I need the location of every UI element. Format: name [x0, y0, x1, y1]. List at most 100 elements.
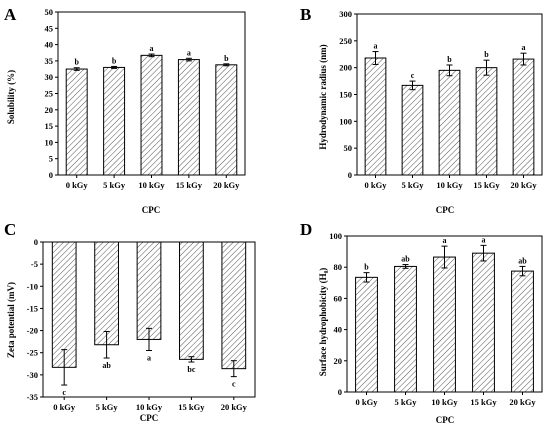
bar	[140, 54, 163, 176]
significance-label: b	[484, 50, 489, 59]
bar	[472, 252, 495, 393]
significance-label: c	[411, 71, 415, 80]
significance-label: c	[232, 380, 236, 389]
y-tick-label: 15	[45, 121, 54, 131]
bar	[221, 241, 247, 370]
bar	[65, 68, 88, 176]
significance-label: bc	[187, 365, 195, 374]
significance-label: a	[150, 44, 154, 53]
y-tick-label: 50	[45, 7, 54, 17]
bar	[512, 58, 535, 176]
panel-letter-c: C	[4, 220, 16, 239]
x-tick-label: 10 kGy	[436, 180, 463, 190]
x-tick-label: 10 kGy	[138, 180, 165, 190]
x-tick-label: 20 kGy	[509, 397, 536, 407]
significance-label: a	[522, 43, 526, 52]
x-tick-label: 10 kGy	[136, 402, 163, 412]
chart-marks: 0 -5 -10 -15 -20 -25 -30 -35 c 0 kGy ab 5 kGy a 10 kG…	[27, 237, 256, 412]
y-tick-label: -25	[27, 348, 38, 358]
y-tick-label: -10	[27, 281, 38, 291]
y-tick-label: 200	[339, 63, 352, 73]
panel-c: C Zeta potential (mV) CPC 0 -5 -10 -15 -20 -2…	[4, 220, 256, 423]
significance-label: b	[74, 58, 79, 67]
bar	[179, 241, 204, 360]
panel-d: D Surface hydrophobicity (H₀) CPC 0 20 40 6…	[300, 220, 543, 425]
chart-marks: 0 20 40 60 80 100 b 0 kGy ab 5 kGy a 10 kGy a 15 kGy a…	[329, 231, 543, 407]
bar	[51, 241, 77, 368]
y-tick-label: 250	[339, 36, 352, 46]
significance-label: b	[112, 56, 117, 65]
y-tick-label: 35	[45, 56, 54, 66]
y-tick-label: 40	[45, 40, 54, 50]
x-tick-label: 10 kGy	[431, 397, 458, 407]
bar	[511, 270, 534, 393]
x-tick-label: 15 kGy	[473, 180, 500, 190]
x-axis-label: CPC	[436, 415, 455, 425]
x-axis-label: CPC	[436, 205, 455, 215]
significance-label: a	[187, 48, 191, 57]
panel-letter-b: B	[300, 5, 311, 24]
y-tick-label: 0	[34, 237, 38, 247]
y-axis-label: Solubility (%)	[6, 70, 16, 124]
x-tick-label: 0 kGy	[356, 397, 379, 407]
bar	[401, 84, 424, 176]
x-axis-label: CPC	[140, 413, 159, 423]
y-axis-label: Surface hydrophobicity (H₀)	[318, 268, 328, 377]
y-tick-label: 10	[45, 137, 54, 147]
significance-label: a	[482, 235, 486, 244]
significance-label: a	[374, 42, 378, 51]
significance-label: b	[364, 263, 369, 272]
bar	[177, 59, 200, 176]
x-tick-label: 0 kGy	[66, 180, 89, 190]
bar	[433, 256, 456, 393]
y-tick-label: -35	[27, 392, 38, 402]
bar	[136, 241, 162, 340]
y-tick-label: 30	[45, 72, 54, 82]
x-tick-label: 5 kGy	[402, 180, 425, 190]
x-tick-label: 0 kGy	[365, 180, 388, 190]
y-tick-label: 100	[329, 231, 342, 241]
panel-letter-d: D	[300, 220, 312, 239]
x-tick-label: 5 kGy	[103, 180, 126, 190]
significance-label: ab	[401, 255, 410, 264]
x-tick-label: 5 kGy	[96, 402, 119, 412]
y-tick-label: -15	[27, 303, 38, 313]
bar	[475, 67, 498, 176]
significance-label: b	[447, 55, 452, 64]
y-tick-label: 0	[338, 387, 342, 397]
y-tick-label: 80	[334, 262, 343, 272]
y-tick-label: 45	[45, 23, 54, 33]
x-tick-label: 15 kGy	[470, 397, 497, 407]
y-tick-label: 300	[339, 9, 352, 19]
y-tick-label: 50	[344, 143, 353, 153]
bar	[215, 64, 238, 176]
x-tick-label: 20 kGy	[221, 402, 248, 412]
y-tick-label: -20	[27, 326, 38, 336]
chart-marks: 0 50 100 150 200 250 300 a 0 kGy c 5 kGy b 10 kGy b 15…	[339, 9, 543, 190]
x-tick-label: 20 kGy	[510, 180, 537, 190]
y-axis-label: Zeta potential (mV)	[6, 282, 16, 358]
y-tick-label: 100	[339, 116, 352, 126]
chart-marks: 0 5 10 15 20 25 30 35 40 45 50 b 0 kGy b 5 kGy a 10 kGy a…	[45, 7, 246, 190]
significance-label: ab	[102, 361, 111, 370]
y-tick-label: 0	[49, 170, 53, 180]
y-tick-label: -5	[31, 259, 38, 269]
x-tick-label: 5 kGy	[395, 397, 418, 407]
significance-label: c	[62, 388, 66, 397]
bar	[438, 69, 461, 176]
y-tick-label: 0	[348, 170, 352, 180]
y-tick-label: 25	[45, 89, 54, 99]
bar	[103, 66, 126, 176]
significance-label: b	[224, 54, 229, 63]
y-tick-label: 40	[334, 325, 343, 335]
bar	[394, 265, 417, 393]
y-tick-label: 20	[45, 105, 54, 115]
y-tick-label: 5	[49, 154, 53, 164]
y-tick-label: 20	[334, 356, 343, 366]
y-tick-label: -30	[27, 370, 38, 380]
x-tick-label: 15 kGy	[176, 180, 203, 190]
y-axis-label: Hydrodynamic radius (nm)	[318, 44, 328, 149]
significance-label: a	[147, 354, 151, 363]
x-tick-label: 20 kGy	[213, 180, 240, 190]
